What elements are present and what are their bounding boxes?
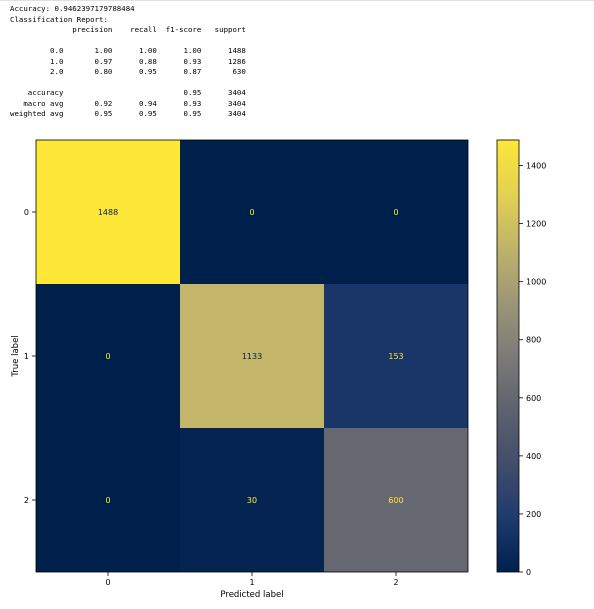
- colorbar-tick-label: 600: [526, 394, 541, 403]
- cell-value-label: 30: [247, 496, 257, 505]
- y-tick-label: 0: [24, 208, 29, 217]
- colorbar-ticks: 0 200 400 600 800 1000 1200 1400: [519, 162, 546, 577]
- colorbar-tick-label: 1200: [526, 220, 546, 229]
- matrix-cell: [180, 140, 324, 284]
- matrix-cell: [180, 428, 324, 572]
- x-axis-label: Predicted label: [220, 590, 283, 600]
- y-axis-label: True label: [11, 335, 21, 377]
- matrix-cell: [36, 140, 180, 284]
- cell-value-label: 1133: [242, 352, 262, 361]
- cell-value-label: 0: [105, 496, 110, 505]
- matrix-cell: [324, 140, 468, 284]
- cell-value-label: 0: [249, 208, 254, 217]
- y-tick-label: 1: [24, 352, 29, 361]
- x-tick-label: 2: [393, 578, 398, 587]
- y-axis: 0 1 2: [24, 208, 36, 505]
- x-tick-label: 1: [249, 578, 254, 587]
- cell-value-label: 1488: [98, 208, 118, 217]
- matrix-cell: [180, 284, 324, 428]
- cell-value-label: 600: [388, 496, 403, 505]
- cell-value-label: 0: [105, 352, 110, 361]
- matrix-cell: [324, 428, 468, 572]
- cell-value-label: 0: [393, 208, 398, 217]
- classification-report: Accuracy: 0.9462397179788484 Classificat…: [10, 4, 246, 118]
- confusion-matrix: 1488 0 0 0 1133 153 0 30 600: [36, 140, 468, 572]
- x-axis: 0 1 2: [105, 572, 399, 587]
- colorbar-tick-label: 0: [526, 568, 531, 577]
- colorbar-tick-label: 400: [526, 452, 541, 461]
- matrix-cell: [36, 284, 180, 428]
- matrix-cell: [36, 428, 180, 572]
- colorbar-tick-label: 1000: [526, 278, 546, 287]
- top-divider: [0, 0, 594, 1]
- cell-value-label: 153: [388, 352, 403, 361]
- matrix-cell: [324, 284, 468, 428]
- colorbar-tick-label: 1400: [526, 162, 546, 171]
- colorbar-tick-label: 800: [526, 336, 541, 345]
- colorbar-tick-label: 200: [526, 510, 541, 519]
- x-tick-label: 0: [105, 578, 110, 587]
- colorbar: [496, 139, 520, 573]
- y-tick-label: 2: [24, 496, 29, 505]
